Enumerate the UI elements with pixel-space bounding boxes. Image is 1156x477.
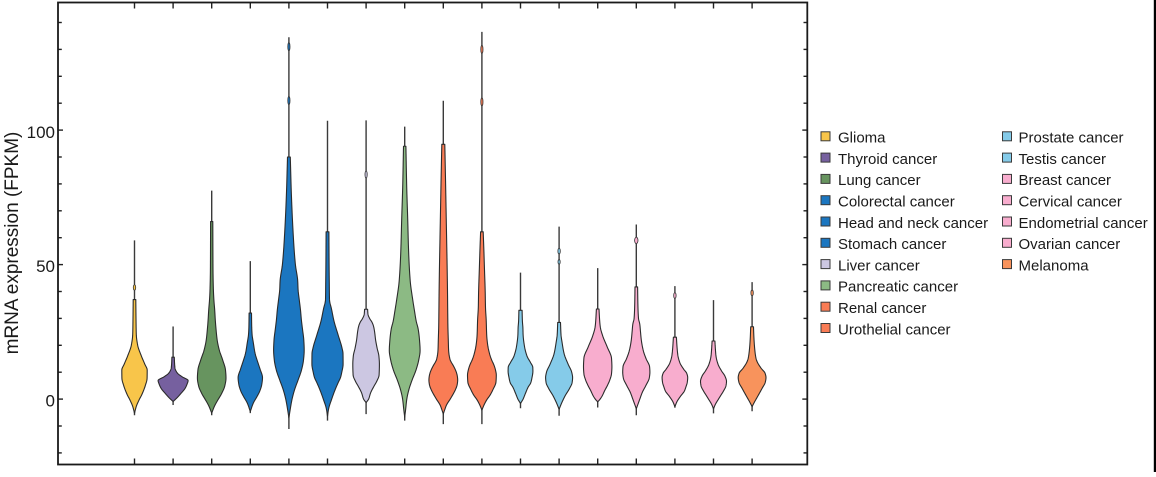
svg-text:Head and neck cancer: Head and neck cancer — [838, 215, 988, 232]
svg-text:Ovarian cancer: Ovarian cancer — [1019, 236, 1121, 253]
svg-text:Liver cancer: Liver cancer — [838, 257, 920, 274]
svg-text:100: 100 — [27, 123, 55, 142]
svg-text:Cervical cancer: Cervical cancer — [1019, 194, 1122, 211]
svg-text:Testis cancer: Testis cancer — [1019, 151, 1107, 168]
svg-text:Colorectal cancer: Colorectal cancer — [838, 194, 955, 211]
svg-text:Breast cancer: Breast cancer — [1019, 172, 1112, 189]
svg-text:Pancreatic cancer: Pancreatic cancer — [838, 279, 958, 296]
svg-text:Urothelial cancer: Urothelial cancer — [838, 321, 951, 338]
svg-text:Glioma: Glioma — [838, 130, 886, 147]
svg-text:Thyroid cancer: Thyroid cancer — [838, 151, 937, 168]
svg-text:Prostate cancer: Prostate cancer — [1019, 130, 1124, 147]
svg-text:mRNA expression (FPKM): mRNA expression (FPKM) — [2, 132, 23, 355]
svg-text:Lung cancer: Lung cancer — [838, 172, 921, 189]
svg-text:Stomach cancer: Stomach cancer — [838, 236, 946, 253]
svg-text:Melanoma: Melanoma — [1019, 257, 1090, 274]
svg-text:50: 50 — [36, 257, 55, 276]
svg-text:Endometrial cancer: Endometrial cancer — [1019, 215, 1148, 232]
svg-text:0: 0 — [46, 392, 55, 411]
svg-text:Renal cancer: Renal cancer — [838, 300, 926, 317]
